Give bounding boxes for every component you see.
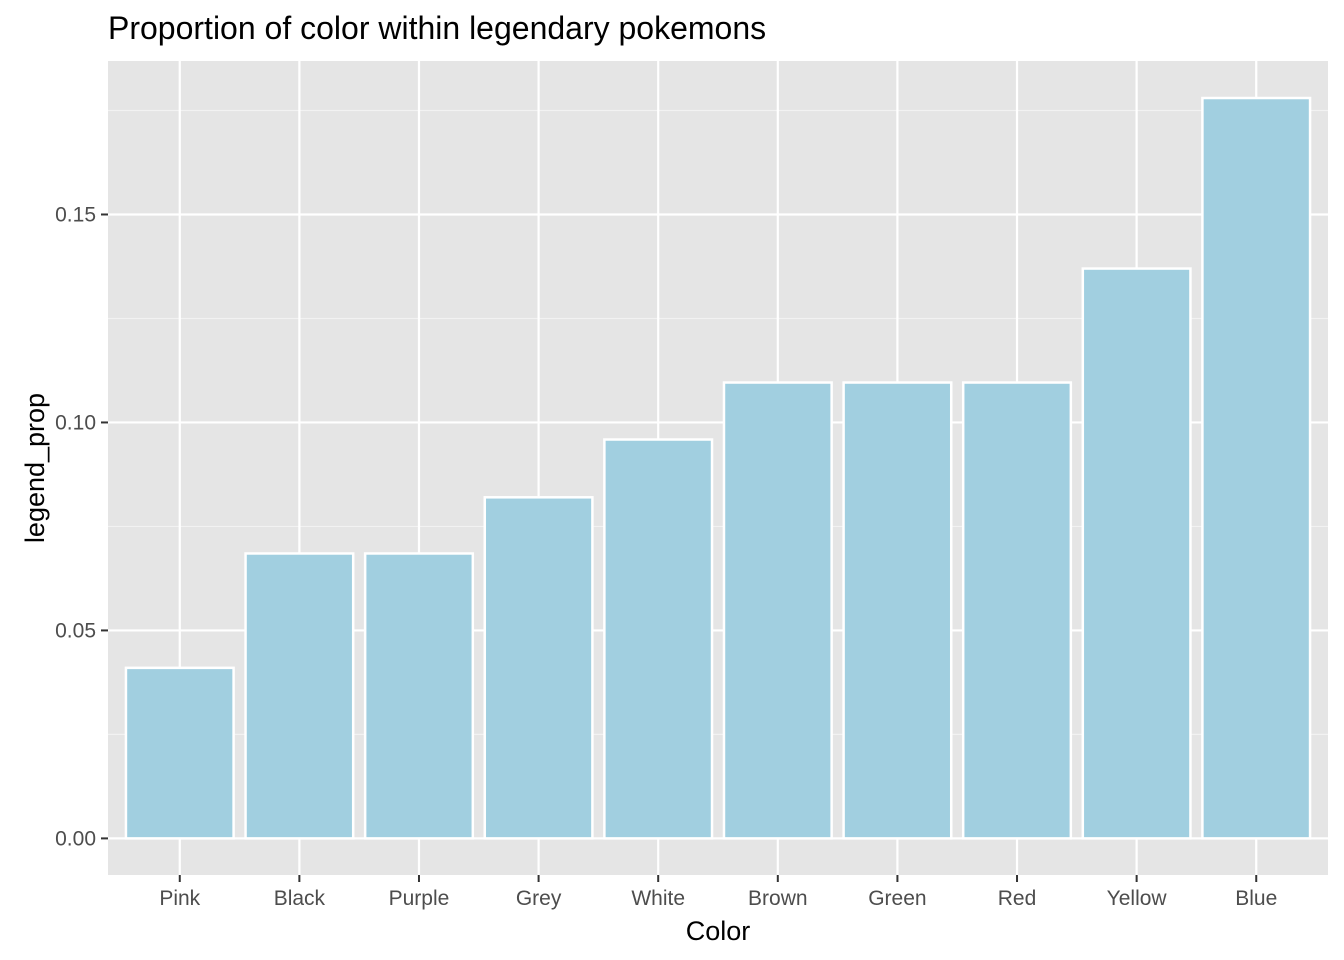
x-tick-label: Black	[274, 887, 326, 910]
y-tick-label: 0.10	[55, 411, 96, 434]
bar-brown	[722, 381, 833, 840]
x-tick-label: Grey	[516, 887, 562, 910]
bar-purple	[363, 552, 475, 840]
x-tick-label: Red	[998, 887, 1037, 910]
y-axis-ticks: 0.00 0.05 0.10 0.15	[55, 203, 108, 850]
x-tick-label: Yellow	[1107, 887, 1168, 910]
bar-blue	[1201, 96, 1312, 840]
x-tick-label: White	[631, 887, 685, 910]
bar-red	[961, 381, 1073, 840]
x-axis-title: Color	[686, 916, 751, 946]
x-tick-label: Brown	[748, 887, 808, 910]
x-tick-label: Blue	[1235, 887, 1277, 910]
bar-black	[244, 552, 355, 840]
bar-green	[842, 381, 953, 840]
bar-grey	[483, 496, 594, 840]
y-tick-label: 0.15	[55, 203, 96, 226]
x-axis-ticks: Pink Black Purple Grey White Brown Green Red Yel…	[159, 875, 1277, 910]
bar-pink	[124, 666, 235, 840]
y-tick-label: 0.05	[55, 619, 96, 642]
x-tick-label: Green	[868, 887, 926, 910]
y-axis-title: legend_prop	[20, 393, 50, 543]
bar-yellow	[1081, 267, 1192, 840]
plot-title: Proportion of color within legendary pok…	[108, 10, 766, 46]
bar-white	[603, 438, 714, 840]
y-tick-label: 0.00	[55, 827, 96, 850]
bars	[124, 96, 1312, 840]
x-tick-label: Pink	[159, 887, 200, 910]
x-tick-label: Purple	[389, 887, 450, 910]
